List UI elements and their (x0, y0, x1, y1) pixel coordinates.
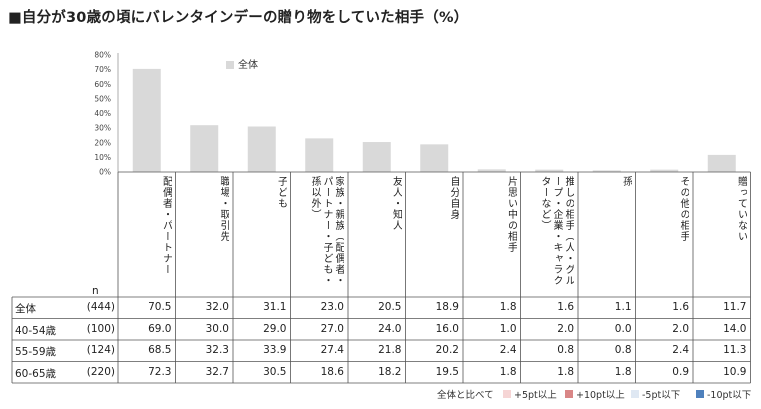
cell-value: 1.8 (499, 301, 517, 313)
cell-value: 19.5 (435, 365, 459, 378)
category-label-11: 贈っていない (735, 176, 747, 242)
y-tick-label: 60% (94, 80, 111, 89)
category-label-3: 子ども (275, 176, 287, 209)
category-label-7: 片思い中の相手 (505, 176, 517, 253)
cell-value: 32.7 (205, 365, 229, 378)
cell-value: 21.8 (378, 344, 402, 356)
cell-value: 1.8 (614, 365, 632, 378)
cell-value: 11.3 (723, 344, 747, 356)
row-label: 60-65歳 (15, 367, 57, 380)
cell-value: 20.5 (378, 301, 402, 313)
row-n: (220) (86, 365, 115, 378)
cell-value: 10.9 (723, 365, 747, 378)
category-label-6: 自分自身 (448, 176, 459, 220)
row-n: (124) (86, 344, 115, 356)
footer-compare-label: 全体と比べて (437, 390, 494, 401)
cell-value: 32.3 (205, 344, 229, 356)
row-label: 全体 (15, 303, 36, 315)
category-label-9: 孫 (620, 176, 632, 187)
bar-9 (592, 170, 621, 172)
footer-swatch-1 (503, 390, 511, 398)
footer-label-2: +10pt以上 (576, 390, 625, 401)
cell-value: 1.6 (557, 301, 574, 313)
cell-value: 1.6 (672, 301, 689, 313)
cell-value: 14.0 (723, 322, 747, 335)
cell-value: 29.0 (263, 322, 287, 335)
cell-value: 72.3 (148, 365, 172, 378)
cell-value: 0.8 (614, 344, 632, 356)
legend-swatch (226, 61, 234, 69)
y-tick-label: 0% (99, 168, 111, 177)
footer-label-4: -10pt以下 (707, 390, 752, 401)
category-label-8: 推しの相手（人・グループ・企業・キャラクターなど） (539, 176, 574, 286)
cell-value: 31.1 (263, 301, 287, 313)
y-tick-label: 30% (94, 124, 111, 133)
cell-value: 30.0 (205, 322, 229, 335)
row-n: (444) (86, 301, 115, 313)
footer-swatch-4 (696, 390, 704, 398)
y-tick-label: 40% (94, 109, 111, 118)
bar-4 (305, 138, 334, 172)
chart-title: ■自分が30歳の頃にバレンタインデーの贈り物をしていた相手（%） (8, 10, 469, 26)
cell-value: 1.1 (614, 301, 632, 313)
category-label-2: 職場・取引先 (218, 176, 229, 242)
cell-value: 18.2 (378, 365, 402, 378)
y-tick-label: 50% (94, 94, 111, 103)
bar-8 (535, 169, 564, 172)
cell-value: 0.8 (557, 344, 574, 356)
row-label: 55-59歳 (15, 346, 57, 358)
cell-value: 18.6 (320, 365, 344, 378)
bar-1 (132, 68, 161, 172)
cell-value: 2.4 (499, 344, 517, 356)
category-label-4: 家族・親族（配偶者・パートナー・子ども・孫以外） (309, 176, 344, 286)
cell-value: 16.0 (435, 322, 459, 335)
cell-value: 30.5 (263, 365, 287, 378)
cell-value: 27.4 (320, 344, 344, 356)
cell-value: 23.0 (320, 301, 344, 313)
cell-value: 1.0 (499, 322, 517, 335)
cell-value: 70.5 (148, 301, 172, 313)
cell-value: 2.0 (672, 322, 689, 335)
footer-label-1: +5pt以上 (514, 390, 557, 401)
cell-value: 20.2 (435, 344, 459, 356)
y-tick-label: 20% (94, 138, 111, 147)
cell-value: 32.0 (205, 301, 229, 313)
category-label-1: 配偶者・パートナー (160, 176, 172, 275)
cell-value: 2.0 (557, 322, 574, 335)
cell-value: 33.9 (263, 344, 287, 356)
footer-label-3: -5pt以下 (642, 390, 681, 401)
cell-value: 1.8 (499, 365, 517, 378)
category-label-5: 友人・知人 (390, 176, 402, 231)
bar-6 (420, 144, 449, 172)
cell-value: 1.8 (557, 365, 574, 378)
cell-value: 0.0 (614, 322, 632, 335)
row-n: (100) (86, 322, 115, 335)
cell-value: 2.4 (672, 344, 689, 356)
footer-swatch-3 (631, 390, 639, 398)
cell-value: 0.9 (672, 365, 689, 378)
bar-3 (247, 126, 276, 172)
category-label-10: その他の相手 (678, 176, 689, 242)
cell-value: 24.0 (378, 322, 402, 335)
y-tick-label: 10% (94, 153, 111, 162)
bar-11 (707, 154, 736, 172)
y-tick-label: 70% (94, 65, 111, 74)
bar-5 (362, 142, 391, 172)
bar-2 (190, 125, 219, 172)
row-label: 40-54歳 (15, 324, 57, 337)
cell-value: 18.9 (435, 301, 459, 313)
cell-value: 11.7 (723, 301, 747, 313)
y-tick-label: 80% (94, 51, 111, 60)
cell-value: 27.0 (320, 322, 344, 335)
cell-value: 69.0 (148, 322, 172, 335)
cell-value: 68.5 (148, 344, 172, 356)
footer-swatch-2 (565, 390, 573, 398)
n-header: n (92, 285, 99, 297)
bar-10 (650, 169, 679, 172)
bar-7 (477, 169, 506, 172)
legend-label: 全体 (238, 58, 258, 71)
